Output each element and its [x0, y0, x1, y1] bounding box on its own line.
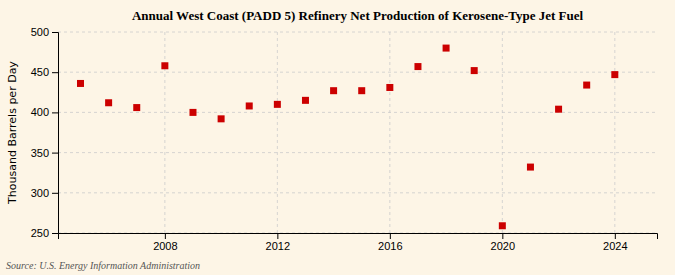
y-tick-mark — [52, 32, 58, 33]
x-tick: 2024 — [603, 233, 627, 252]
x-tick-mark — [615, 233, 616, 239]
y-tick-mark — [52, 72, 58, 73]
point — [527, 164, 534, 171]
point — [611, 71, 618, 78]
grid-line-x — [164, 32, 165, 233]
x-tick-mark — [502, 233, 503, 239]
points — [77, 45, 618, 230]
grid — [58, 32, 657, 233]
y-axis-line — [52, 33, 59, 234]
point — [246, 102, 253, 109]
y-tick-label: 300 — [31, 187, 49, 199]
point — [471, 67, 478, 74]
x-tick: 2012 — [266, 233, 290, 252]
point — [358, 87, 365, 94]
x-tick-mark — [277, 233, 278, 239]
point — [189, 109, 196, 116]
y-tick: 400 — [31, 106, 58, 118]
point — [274, 101, 281, 108]
grid-line-y — [58, 112, 657, 113]
grid-line-y — [58, 72, 657, 73]
chart-title: Annual West Coast (PADD 5) Refinery Net … — [132, 8, 584, 23]
point — [499, 222, 506, 229]
x-tick: 2016 — [378, 233, 402, 252]
grid-line-y — [58, 32, 657, 33]
plot-area: 2008 2012 2016 2020 2024 250 300 350 400 450 500 — [31, 26, 658, 252]
x-tick-label: 2012 — [266, 240, 290, 252]
grid-line-x — [389, 32, 390, 233]
y-tick-mark — [52, 193, 58, 194]
x-tick-label: 2020 — [491, 240, 515, 252]
point — [583, 82, 590, 89]
y-tick: 450 — [31, 66, 58, 78]
x-axis: 2008 2012 2016 2020 2024 — [59, 233, 658, 252]
grid-line-y — [58, 152, 657, 153]
y-tick-label: 450 — [31, 66, 49, 78]
point — [133, 104, 140, 111]
source-note: Source: U.S. Energy Information Administ… — [6, 260, 200, 271]
y-tick-label: 400 — [31, 106, 49, 118]
y-tick-label: 250 — [31, 227, 49, 239]
point — [443, 45, 450, 52]
chart-svg: 2008 2012 2016 2020 2024 250 300 350 400 450 500 An… — [0, 0, 675, 275]
x-tick-label: 2008 — [153, 240, 177, 252]
point — [105, 99, 112, 106]
x-axis-line — [59, 234, 658, 240]
grid-line-x — [277, 32, 278, 233]
x-tick-mark — [390, 233, 391, 239]
y-axis: 250 300 350 400 450 500 — [31, 26, 59, 239]
point — [77, 80, 84, 87]
y-tick: 300 — [31, 187, 58, 199]
y-tick: 500 — [31, 26, 58, 38]
y-tick: 250 — [31, 227, 58, 239]
x-tick: 2008 — [153, 233, 177, 252]
grid-line-x — [614, 32, 615, 233]
point — [218, 115, 225, 122]
y-tick-mark — [52, 233, 58, 234]
x-tick-label: 2024 — [603, 240, 627, 252]
y-tick-label: 350 — [31, 147, 49, 159]
y-tick-mark — [52, 112, 58, 113]
grid-line-x — [502, 32, 503, 233]
point — [161, 62, 168, 69]
point — [330, 87, 337, 94]
y-tick: 350 — [31, 147, 58, 159]
point — [555, 106, 562, 113]
grid-line-y — [58, 192, 657, 193]
y-axis-title: Thousand Barrels per Day — [6, 61, 19, 205]
x-tick-label: 2016 — [378, 240, 402, 252]
point — [414, 63, 421, 70]
x-tick: 2020 — [491, 233, 515, 252]
y-tick-label: 500 — [31, 26, 49, 38]
point — [302, 97, 309, 104]
y-tick-mark — [52, 153, 58, 154]
point — [386, 84, 393, 91]
x-tick-mark — [165, 233, 166, 239]
